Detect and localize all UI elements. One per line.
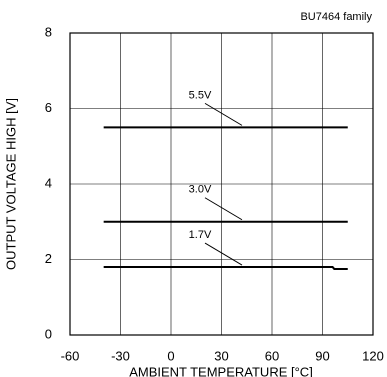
x-tick-label: 0	[167, 348, 174, 363]
x-tick-label: -30	[111, 348, 130, 363]
y-axis-label: OUTPUT VOLTAGE HIGH [V]	[3, 98, 18, 270]
series-label: 5.5V	[189, 89, 212, 101]
leader-line	[204, 102, 243, 126]
y-tick-label: 0	[45, 326, 52, 341]
leader-line	[204, 197, 243, 221]
y-tick-label: 2	[45, 251, 52, 266]
x-tick-label: 120	[362, 348, 384, 363]
series-line	[103, 266, 348, 270]
plot-frame	[69, 32, 374, 336]
x-axis-label: AMBIENT TEMPERATURE [°C]	[129, 364, 313, 377]
leader-line	[204, 242, 243, 266]
y-tick-label: 6	[45, 100, 52, 115]
x-tick-label: 30	[214, 348, 228, 363]
series-label: 1.7V	[189, 229, 212, 241]
annotation: BU7464 family	[300, 11, 372, 23]
x-tick-label: 60	[265, 348, 279, 363]
series-label: 3.0V	[189, 184, 212, 196]
y-tick-label: 4	[45, 175, 52, 190]
x-tick-label: -60	[61, 348, 80, 363]
x-tick-label: 90	[315, 348, 329, 363]
y-tick-label: 8	[45, 24, 52, 39]
